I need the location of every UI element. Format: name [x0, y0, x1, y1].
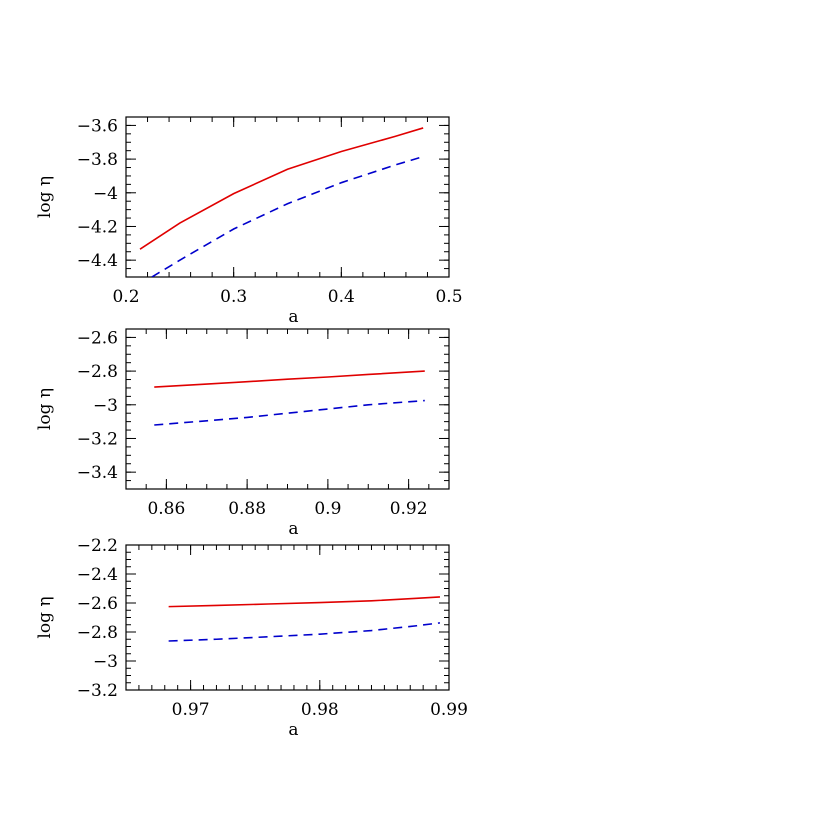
series-line-solid: [154, 370, 425, 388]
y-tick-label: −4.4: [77, 251, 118, 271]
x-axis-label: a: [288, 519, 298, 539]
series-line-dashed: [151, 155, 424, 277]
plot-frame: [125, 328, 450, 490]
y-tick-label: −2.2: [77, 536, 118, 556]
x-tick-label: 0.2: [112, 287, 139, 307]
panel-1: 0.2 0.3 0.4 0.5 −4.4 −4.2 −4 −3.8 −3.6 a log η: [35, 116, 463, 327]
y-tick-label: −4.2: [77, 217, 118, 237]
x-tick-label: 0.88: [228, 499, 266, 519]
series-line-dashed: [168, 622, 441, 642]
x-tick-label: 0.98: [301, 700, 339, 720]
panel-2: 0.86 0.88 0.9 0.92 −3.4 −3.2 −3 −2.8 −2.6 a log η: [35, 328, 450, 539]
x-tick-label: 0.3: [220, 287, 247, 307]
y-tick-label: −3: [93, 396, 118, 416]
series-line-solid: [139, 127, 424, 250]
x-axis-label: a: [288, 720, 298, 740]
plot-frame: [125, 544, 450, 691]
y-tick-label: −3.4: [77, 463, 118, 483]
x-tick-label: 0.4: [328, 287, 355, 307]
y-tick-label: −2.4: [77, 565, 118, 585]
x-tick-label: 0.9: [314, 499, 341, 519]
y-tick-label: −3.2: [77, 681, 118, 701]
x-tick-label: 0.86: [147, 499, 185, 519]
x-tick-label: 0.97: [172, 700, 210, 720]
y-axis-label: log η: [35, 388, 55, 430]
x-axis-label: a: [288, 307, 298, 327]
x-tick-label: 0.92: [390, 499, 428, 519]
y-tick-label: −3.2: [77, 429, 118, 449]
y-axis-label: log η: [35, 596, 55, 638]
y-tick-label: −3.8: [77, 150, 118, 170]
y-tick-label: −2.8: [77, 362, 118, 382]
x-tick-label: 0.5: [435, 287, 462, 307]
y-axis-label: log η: [35, 176, 55, 218]
y-tick-label: −2.8: [77, 623, 118, 643]
y-tick-label: −4: [93, 184, 118, 204]
y-tick-label: −2.6: [77, 594, 118, 614]
y-tick-label: −3: [93, 652, 118, 672]
y-tick-label: −3.6: [77, 116, 118, 136]
series-line-solid: [168, 596, 441, 608]
series-line-dashed: [154, 399, 425, 426]
x-tick-label: 0.99: [430, 700, 468, 720]
panel-3: 0.97 0.98 0.99 −3.2 −3 −2.8 −2.6 −2.4 −2.2 a log η: [35, 536, 468, 740]
plot-frame: [125, 116, 450, 278]
y-tick-label: −2.6: [77, 328, 118, 348]
